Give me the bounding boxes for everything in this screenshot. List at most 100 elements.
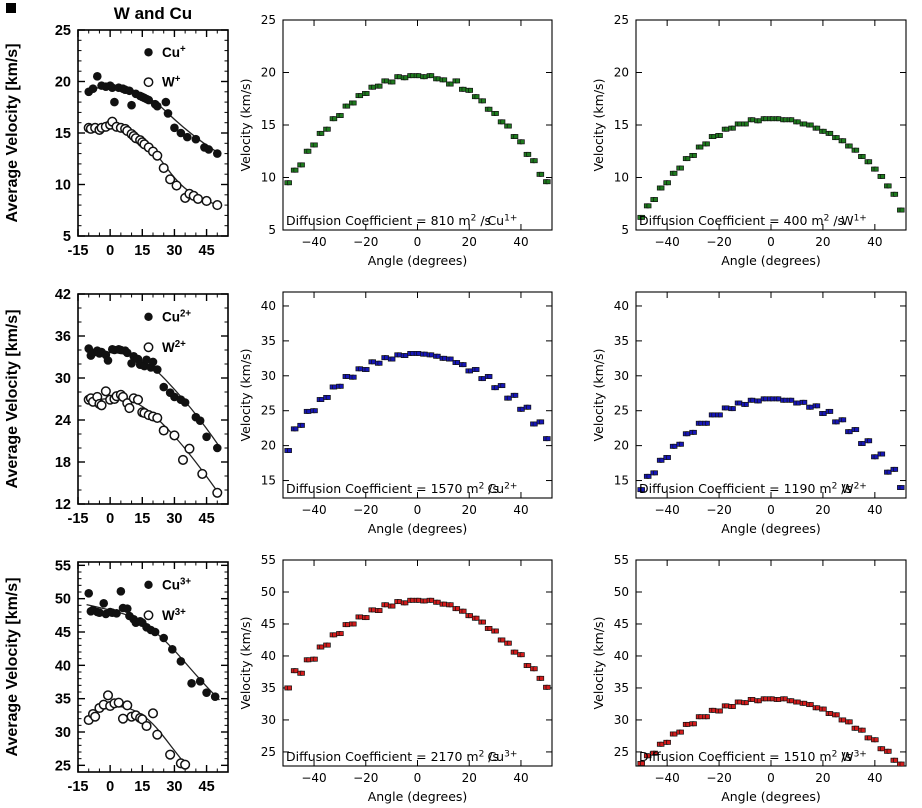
x-axis-title: Angle (degrees) [368,253,468,268]
ion-label: W3+ [841,749,867,764]
scan-artifact [6,3,16,13]
ion-label: W2+ [841,481,867,496]
x-tick-label: −40 [301,503,326,517]
legend-marker [143,77,154,88]
y-tick-label: 30 [614,713,629,727]
panel-experimental-charge1: -15 0 15 30 45 5 10 15 20 25 Average Velocity [km/… [0,0,237,272]
x-tick-label: −20 [353,235,378,249]
y-axis-title: Velocity (km/s) [238,617,253,710]
cu2-chart-svg: −40 −20 0 20 40 15 20 25 30 35 40 Velocity (km/s) An… [238,291,553,536]
panel-simulated-cu2: −40 −20 0 20 40 15 20 25 30 35 40 Velocity (km/s) An… [237,272,590,540]
ion-label: Cu3+ [487,749,517,764]
panel-simulated-cu3: −40 −20 0 20 40 25 30 35 40 45 50 55 Velocity (km/s)… [237,540,590,808]
y-tick-label: 15 [55,126,71,142]
x-tick-label: −40 [654,503,679,517]
x-axis-title: Angle (degrees) [368,521,468,536]
y-tick-label: 45 [614,617,629,631]
diffusion-annotation: Diffusion Coefficient = 400 m2 /s [639,213,844,228]
y-tick-label: 40 [261,649,276,663]
x-tick-label: 0 [767,235,775,249]
series-W+ [83,116,223,211]
y-tick-label: 5 [621,223,629,237]
x-tick-label: −20 [706,503,731,517]
x-tick-label: 40 [513,771,528,785]
y-tick-label: 45 [261,617,276,631]
x-tick-label: 0 [106,511,114,527]
x-tick-label: 20 [815,771,830,785]
series-w1 [637,116,905,220]
y-tick-label: 30 [614,369,629,383]
x-tick-label: 30 [166,243,182,259]
diffusion-annotation: Diffusion Coefficient = 1570 m2 /s [286,481,499,496]
x-tick-label: −40 [301,235,326,249]
ion-label: Cu1+ [487,213,517,228]
series-cu1 [284,73,551,186]
y-tick-label: 25 [261,13,276,27]
x-tick-label: 20 [815,503,830,517]
fit-line [86,604,220,701]
series-Cu3+ [84,587,220,701]
y-tick-label: 42 [55,287,71,303]
x-tick-label: 0 [414,771,422,785]
y-tick-label: 30 [261,369,276,383]
w2-chart-svg: −40 −20 0 20 40 15 20 25 30 35 40 Velocity (km/s) An… [591,291,907,536]
panel-simulated-w1: −40 −20 0 20 40 5 10 15 20 25 Velocity (km/s) Angle… [590,0,922,272]
x-tick-label: -15 [68,779,89,795]
x-tick-label: 40 [513,503,528,517]
x-tick-label: 0 [414,503,422,517]
x-tick-label: 0 [106,779,114,795]
series-cu2 [284,351,551,453]
y-tick-label: 10 [55,178,71,194]
x-tick-label: 0 [767,503,775,517]
panel-experimental-charge3: -15 0 15 30 45 25 30 35 40 45 50 55 Average Velocity… [0,540,237,808]
series-Cu+ [84,72,222,158]
legend-label: Cu3+ [162,576,191,592]
x-tick-label: 0 [106,243,114,259]
x-tick-label: −40 [654,235,679,249]
y-tick-label: 25 [55,23,71,39]
x-tick-label: 20 [462,771,477,785]
plot-frame [635,291,907,499]
y-axis-title: Velocity (km/s) [591,617,606,710]
x-tick-label: −20 [353,503,378,517]
y-tick-label: 10 [614,171,629,185]
legend-label: W3+ [162,607,186,623]
y-axis-title: Velocity (km/s) [238,349,253,442]
y-tick-label: 15 [614,118,629,132]
legend-label: Cu2+ [162,308,191,324]
x-tick-label: 15 [134,779,150,795]
y-tick-label: 35 [55,692,71,708]
y-tick-label: 25 [614,404,629,418]
y-tick-label: 25 [614,745,629,759]
y-tick-label: 20 [261,66,276,80]
panel-simulated-w3: −40 −20 0 20 40 25 30 35 40 45 50 55 Velocity (km/s)… [590,540,922,808]
x-tick-label: −20 [706,235,731,249]
y-tick-label: 20 [261,439,276,453]
x-axis-title: Angle (degrees) [721,253,821,268]
fit-line [86,85,220,155]
series-cu3 [284,597,551,691]
y-tick-label: 25 [261,404,276,418]
y-axis-title: Velocity (km/s) [238,79,253,172]
x-tick-label: 40 [867,771,882,785]
y-tick-label: 20 [614,66,629,80]
y-tick-label: 55 [614,553,629,567]
legend-label: W+ [162,74,181,90]
panel-experimental-charge2: -15 0 15 30 45 12 18 24 30 36 42 Average Velocity [… [0,272,237,540]
x-tick-label: 20 [462,235,477,249]
panel-simulated-w2: −40 −20 0 20 40 15 20 25 30 35 40 Velocity (km/s) An… [590,272,922,540]
y-tick-label: 55 [261,553,276,567]
x-tick-label: 15 [134,243,150,259]
w3-chart-svg: −40 −20 0 20 40 25 30 35 40 45 50 55 Velocity (km/s)… [591,553,907,804]
x-tick-label: 20 [815,235,830,249]
x-tick-label: 45 [199,511,215,527]
y-tick-label: 24 [55,413,71,429]
y-tick-label: 35 [614,681,629,695]
ion-label: W1+ [841,213,867,228]
y-tick-label: 20 [55,75,71,91]
plot-frame [635,19,907,231]
y-tick-label: 40 [614,299,629,313]
y-axis-title: Velocity (km/s) [591,79,606,172]
plot-frame [282,559,553,767]
x-axis-title: Angle (degrees) [721,521,821,536]
